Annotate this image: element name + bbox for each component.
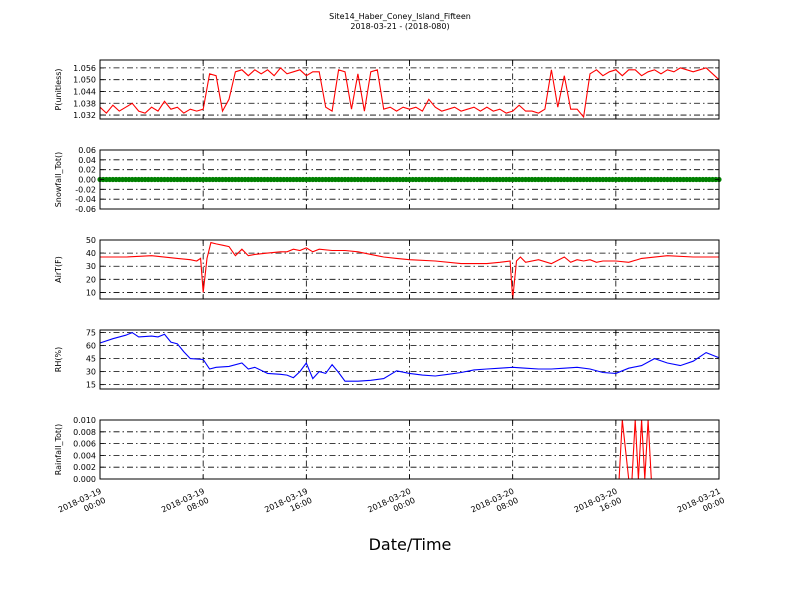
y-tick-label: 0.008 [73,428,96,437]
y-tick-label: 1.044 [73,87,96,96]
x-tick-label: 2018-03-2000:00 [366,487,416,524]
x-axis-label: Date/Time [369,535,452,554]
y-tick-label: 1.050 [73,76,96,85]
y-tick-label: -0.02 [75,185,96,194]
y-tick-label: 40 [86,249,96,258]
y-tick-label: 1.038 [73,99,96,108]
y-tick-label: 30 [86,368,96,377]
subplot-1: 1.056 1.050 1.044 1.038 1.032 P(unitless) [54,59,720,120]
x-tick-label: 2018-03-1916:00 [263,487,313,524]
y-tick-label: 0.006 [73,440,96,449]
y-tick-label: 60 [86,342,96,351]
y-tick-label: -0.06 [75,205,96,214]
x-axis-ticks: 2018-03-1900:00 2018-03-1908:00 2018-03-19… [57,487,726,524]
y-tick-label: 30 [86,262,96,271]
y-tick-label: 0.06 [78,146,96,155]
x-tick-label: 2018-03-1900:00 [57,487,107,524]
subplot-2: 0.060.040.020.00-0.02-0.04-0.06 Snowfall_… [54,146,722,214]
y-axis-label: P(unitless) [54,68,63,110]
y-tick-label: 75 [86,329,96,338]
scatter-points [97,176,722,183]
y-tick-label: 1.032 [73,111,96,120]
chart-title-line1: Site14_Haber_Coney_Island_Fifteen [329,12,471,21]
x-tick-label: 2018-03-1908:00 [160,487,210,524]
y-tick-label: 50 [86,236,96,245]
x-tick-label: 2018-03-2008:00 [470,487,520,524]
y-tick-label: 45 [86,355,96,364]
y-tick-label: 10 [86,288,96,297]
y-tick-label: 0.000 [73,475,96,484]
y-tick-label: 0.04 [78,156,96,165]
y-axis-label: Snowfall_Tot() [54,152,63,208]
y-tick-label: 15 [86,381,96,390]
y-tick-label: 0.004 [73,451,96,460]
subplot-3: 50 40 30 20 10 AirT(F) [54,236,720,300]
y-tick-label: -0.04 [75,195,96,204]
y-axis-label: AirT(F) [54,256,63,283]
y-tick-label: 1.056 [73,64,96,73]
x-tick-label: 2018-03-2016:00 [573,487,623,524]
y-tick-label: 0.010 [73,416,96,425]
x-tick-label: 2018-03-2100:00 [676,487,726,524]
series-line [99,67,720,119]
y-tick-label: 20 [86,275,96,284]
y-axis-label: RH(%) [54,347,63,372]
series-line [99,331,720,382]
subplot-5: 0.010 0.008 0.006 0.004 0.002 0.000 Rainfall_T… [54,416,720,484]
y-tick-label: 0.002 [73,463,96,472]
series-line [100,241,719,300]
y-tick-label: 0.02 [78,166,96,175]
subplots: 1.056 1.050 1.044 1.038 1.032 P(unitless) 0.06… [54,59,722,484]
chart-title-line2: 2018-03-21 - (2018-080) [350,22,449,31]
y-axis-label: Rainfall_Tot() [54,424,63,476]
subplot-4: 75 60 45 30 15 RH(%) [54,329,720,390]
y-tick-label: 0.00 [78,176,96,185]
